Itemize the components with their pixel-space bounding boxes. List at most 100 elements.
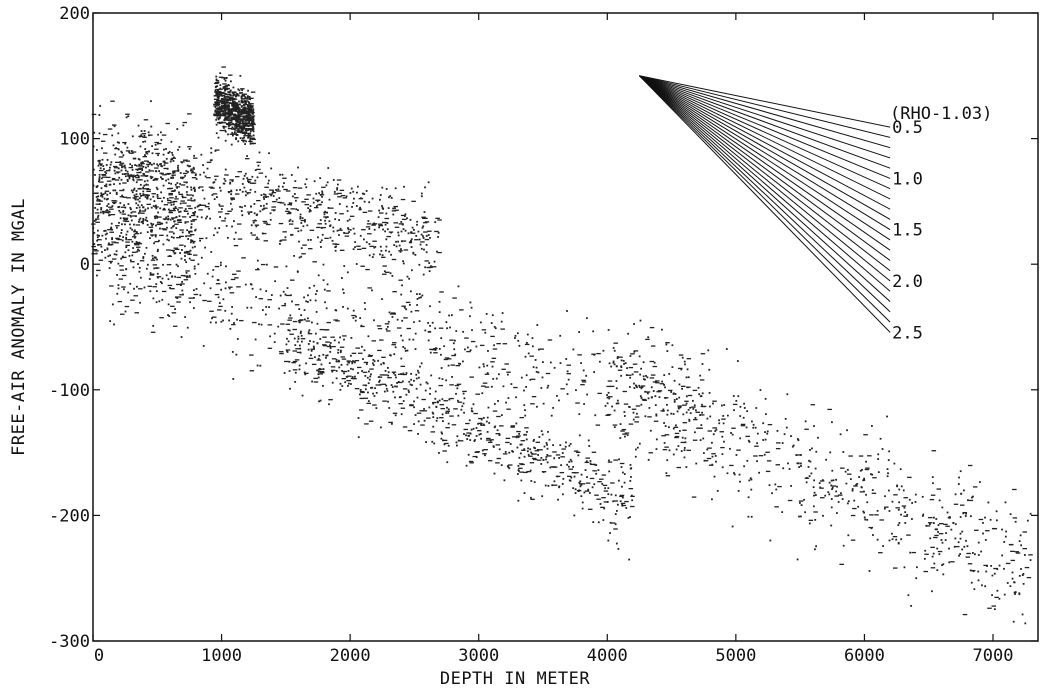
data-point (350, 187, 353, 190)
data-point (319, 338, 322, 340)
data-point (390, 312, 396, 314)
data-point (215, 132, 218, 135)
data-point (431, 321, 434, 324)
data-point (235, 103, 237, 106)
data-point (863, 511, 865, 514)
data-point (252, 221, 255, 224)
data-point (474, 451, 480, 453)
data-point (427, 234, 430, 236)
data-point (241, 190, 244, 193)
data-point (229, 182, 232, 185)
data-point (486, 364, 489, 367)
data-point (323, 288, 326, 291)
data-point (601, 497, 606, 499)
data-point (317, 368, 323, 370)
density-label: 0.5 (892, 118, 923, 138)
data-point (635, 405, 641, 407)
data-point (177, 166, 179, 169)
data-point (282, 239, 287, 241)
data-point (203, 282, 206, 285)
data-point (184, 221, 187, 224)
data-point (901, 505, 907, 507)
data-point (287, 329, 290, 332)
data-point (409, 231, 412, 234)
data-point (562, 477, 565, 480)
data-point (317, 357, 320, 360)
data-point (830, 498, 833, 500)
data-point (513, 386, 518, 389)
data-point (824, 494, 827, 497)
data-point (150, 234, 155, 236)
data-point (111, 258, 117, 260)
data-point (237, 129, 240, 132)
data-point (972, 495, 974, 498)
data-point (178, 191, 180, 194)
data-point (730, 432, 732, 434)
data-point (228, 319, 231, 322)
data-point (101, 194, 104, 196)
data-point (863, 477, 866, 480)
data-point (831, 421, 833, 424)
data-point (317, 373, 320, 376)
data-point (387, 374, 390, 377)
data-point (642, 399, 647, 401)
data-point (817, 436, 819, 439)
data-point (707, 430, 713, 432)
data-point (206, 161, 212, 163)
data-point (150, 100, 152, 103)
data-point (471, 410, 474, 413)
data-point (223, 127, 225, 129)
data-point (224, 117, 229, 119)
plot-frame (92, 12, 1039, 642)
data-point (300, 255, 303, 258)
data-point (231, 110, 236, 112)
data-point (247, 181, 250, 184)
data-point (530, 451, 533, 454)
data-point (117, 238, 122, 241)
data-point (277, 188, 280, 191)
data-point (1010, 559, 1016, 562)
data-point (796, 462, 799, 465)
data-point (485, 439, 491, 441)
data-point (888, 489, 890, 492)
data-point (261, 309, 264, 311)
data-point (766, 430, 769, 433)
data-point (391, 344, 396, 346)
data-point (862, 510, 865, 513)
data-point (216, 85, 219, 88)
data-point (191, 240, 196, 243)
data-point (866, 501, 869, 504)
data-point (608, 362, 611, 365)
data-point (424, 389, 427, 392)
data-point (523, 433, 526, 436)
data-point (622, 433, 627, 435)
data-point (320, 371, 325, 374)
data-point (142, 187, 145, 190)
data-point (409, 404, 414, 407)
data-point (691, 496, 697, 498)
data-point (120, 169, 123, 172)
data-point (403, 215, 406, 217)
data-point (400, 373, 402, 375)
data-point (962, 489, 965, 492)
data-point (379, 374, 385, 376)
data-point (538, 449, 543, 451)
data-point (207, 202, 210, 205)
data-point (352, 248, 355, 251)
data-point (102, 212, 105, 215)
data-point (162, 153, 165, 156)
data-point (623, 473, 626, 475)
data-point (567, 475, 572, 478)
data-point (273, 266, 279, 268)
data-point (204, 175, 207, 178)
data-point (449, 397, 454, 400)
y-tick-label: 100 (59, 130, 90, 150)
data-point (376, 325, 382, 327)
data-point (269, 189, 274, 191)
data-point (354, 387, 360, 390)
data-point (132, 197, 137, 199)
data-point (928, 516, 933, 519)
data-point (868, 570, 871, 572)
data-point (105, 172, 108, 175)
data-point (1013, 591, 1016, 594)
